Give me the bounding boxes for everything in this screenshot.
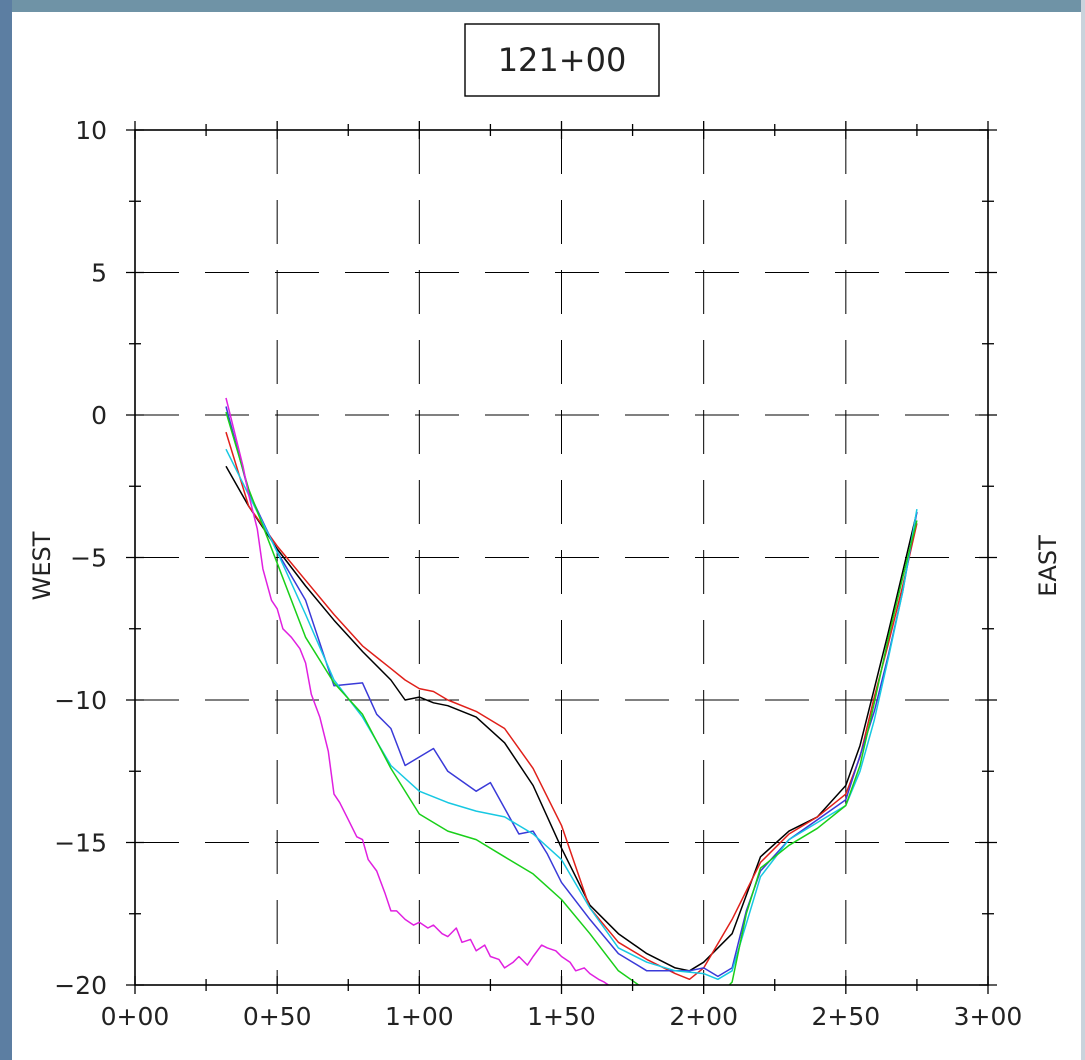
y-tick-labels: 10 5 0 −5 −10 −15 −20	[54, 116, 107, 1000]
title-box	[464, 23, 660, 97]
y-tick-label: −15	[54, 829, 107, 858]
series-line-3	[225, 406, 918, 978]
x-tick-labels: 0+00 0+50 1+00 1+50 2+00 2+50 3+00	[101, 1002, 1023, 1031]
series-line-6	[225, 397, 634, 985]
series-line-2	[225, 431, 918, 981]
chart-grid	[135, 130, 988, 985]
x-tick-label: 2+50	[811, 1002, 880, 1031]
y-tick-label: 10	[75, 116, 107, 145]
series-line-5	[225, 411, 918, 985]
y-axis-label-east: EAST	[1034, 535, 1062, 597]
chart-ticks	[126, 121, 997, 994]
y-axis-label-west: WEST	[28, 531, 56, 600]
x-tick-label: 2+00	[669, 1002, 738, 1031]
series-line-1	[225, 465, 918, 972]
chart-series-group	[225, 397, 918, 985]
x-tick-label: 0+00	[101, 1002, 170, 1031]
chart-title: 121+00	[498, 41, 627, 79]
x-tick-label: 3+00	[954, 1002, 1023, 1031]
series-line-4	[225, 448, 918, 981]
frame-top-border	[0, 0, 1085, 12]
y-tick-label: −5	[70, 544, 107, 573]
y-tick-label: 0	[91, 401, 107, 430]
y-tick-label: −10	[54, 686, 107, 715]
x-tick-label: 1+00	[385, 1002, 454, 1031]
frame-left-border	[0, 0, 12, 1060]
y-tick-label: 5	[91, 259, 107, 288]
y-tick-label: −20	[54, 971, 107, 1000]
frame-right-border	[1081, 0, 1085, 1060]
x-tick-label: 1+50	[527, 1002, 596, 1031]
x-tick-label: 0+50	[243, 1002, 312, 1031]
